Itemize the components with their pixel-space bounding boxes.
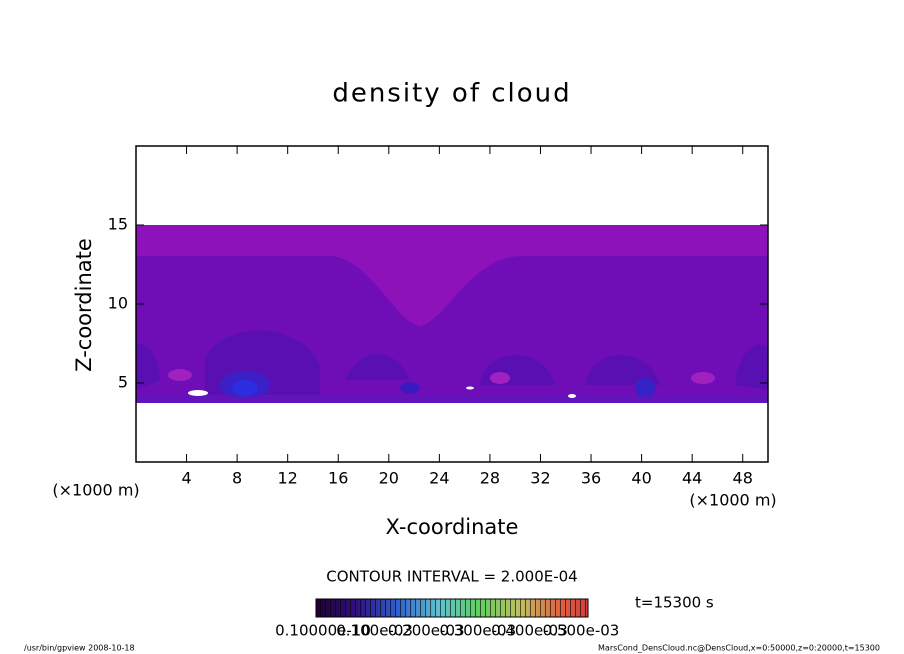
colorbar-stripes — [316, 599, 588, 617]
x-tick-label: 24 — [429, 469, 449, 488]
colorbar-label: 0.10000e-10 — [275, 622, 371, 640]
x-unit: (×1000 m) — [52, 481, 139, 500]
field-blob — [168, 369, 192, 381]
y-tick-label: 10 — [108, 294, 128, 313]
colorbar-label: 0.100e-03 — [336, 622, 413, 640]
x-axis-label: X-coordinate — [386, 515, 519, 539]
y-tick-label: 5 — [118, 373, 128, 392]
colorbar-label: 0.400e-03 — [491, 622, 568, 640]
field-blob — [400, 382, 420, 394]
x-tick-label: 28 — [480, 469, 500, 488]
x-tick-label: 40 — [631, 469, 651, 488]
x-tick-label: 44 — [682, 469, 702, 488]
x-tick-label: 20 — [379, 469, 399, 488]
x-unit: (×1000 m) — [689, 491, 776, 510]
x-tick-label: 36 — [581, 469, 601, 488]
contour-field — [136, 225, 768, 403]
field-band — [136, 395, 768, 403]
footer-left: /usr/bin/gpview 2008-10-18 — [24, 644, 135, 653]
field-band — [136, 330, 768, 395]
x-tick-label: 16 — [328, 469, 348, 488]
chart-title: density of cloud — [332, 79, 571, 109]
field-blob — [635, 378, 655, 398]
x-tick-label: 48 — [733, 469, 753, 488]
x-tick-label: 32 — [530, 469, 550, 488]
y-axis-label: Z-coordinate — [72, 238, 96, 372]
field-gap — [466, 386, 474, 390]
colorbar-label: 0.300e-03 — [439, 622, 516, 640]
field-blob — [232, 380, 258, 396]
field-gap — [188, 390, 208, 396]
field-blob — [490, 372, 510, 384]
footer-right: MarsCond_DensCloud.nc@DensCloud,x=0:5000… — [598, 644, 880, 653]
colorbar-label: 0.200e-03 — [388, 622, 465, 640]
contour-interval: CONTOUR INTERVAL = 2.000E-04 — [326, 568, 577, 586]
time-label: t=15300 s — [635, 594, 714, 612]
x-tick-label: 4 — [181, 469, 191, 488]
colorbar-label: 0.500e-03 — [543, 622, 620, 640]
field-gap — [568, 394, 576, 398]
colorbar-labels: 0.10000e-100.100e-030.200e-030.300e-030.… — [275, 622, 619, 640]
field-blob — [691, 372, 715, 384]
x-tick-label: 12 — [278, 469, 298, 488]
x-tick-label: 8 — [232, 469, 242, 488]
y-tick-label: 15 — [108, 215, 128, 234]
